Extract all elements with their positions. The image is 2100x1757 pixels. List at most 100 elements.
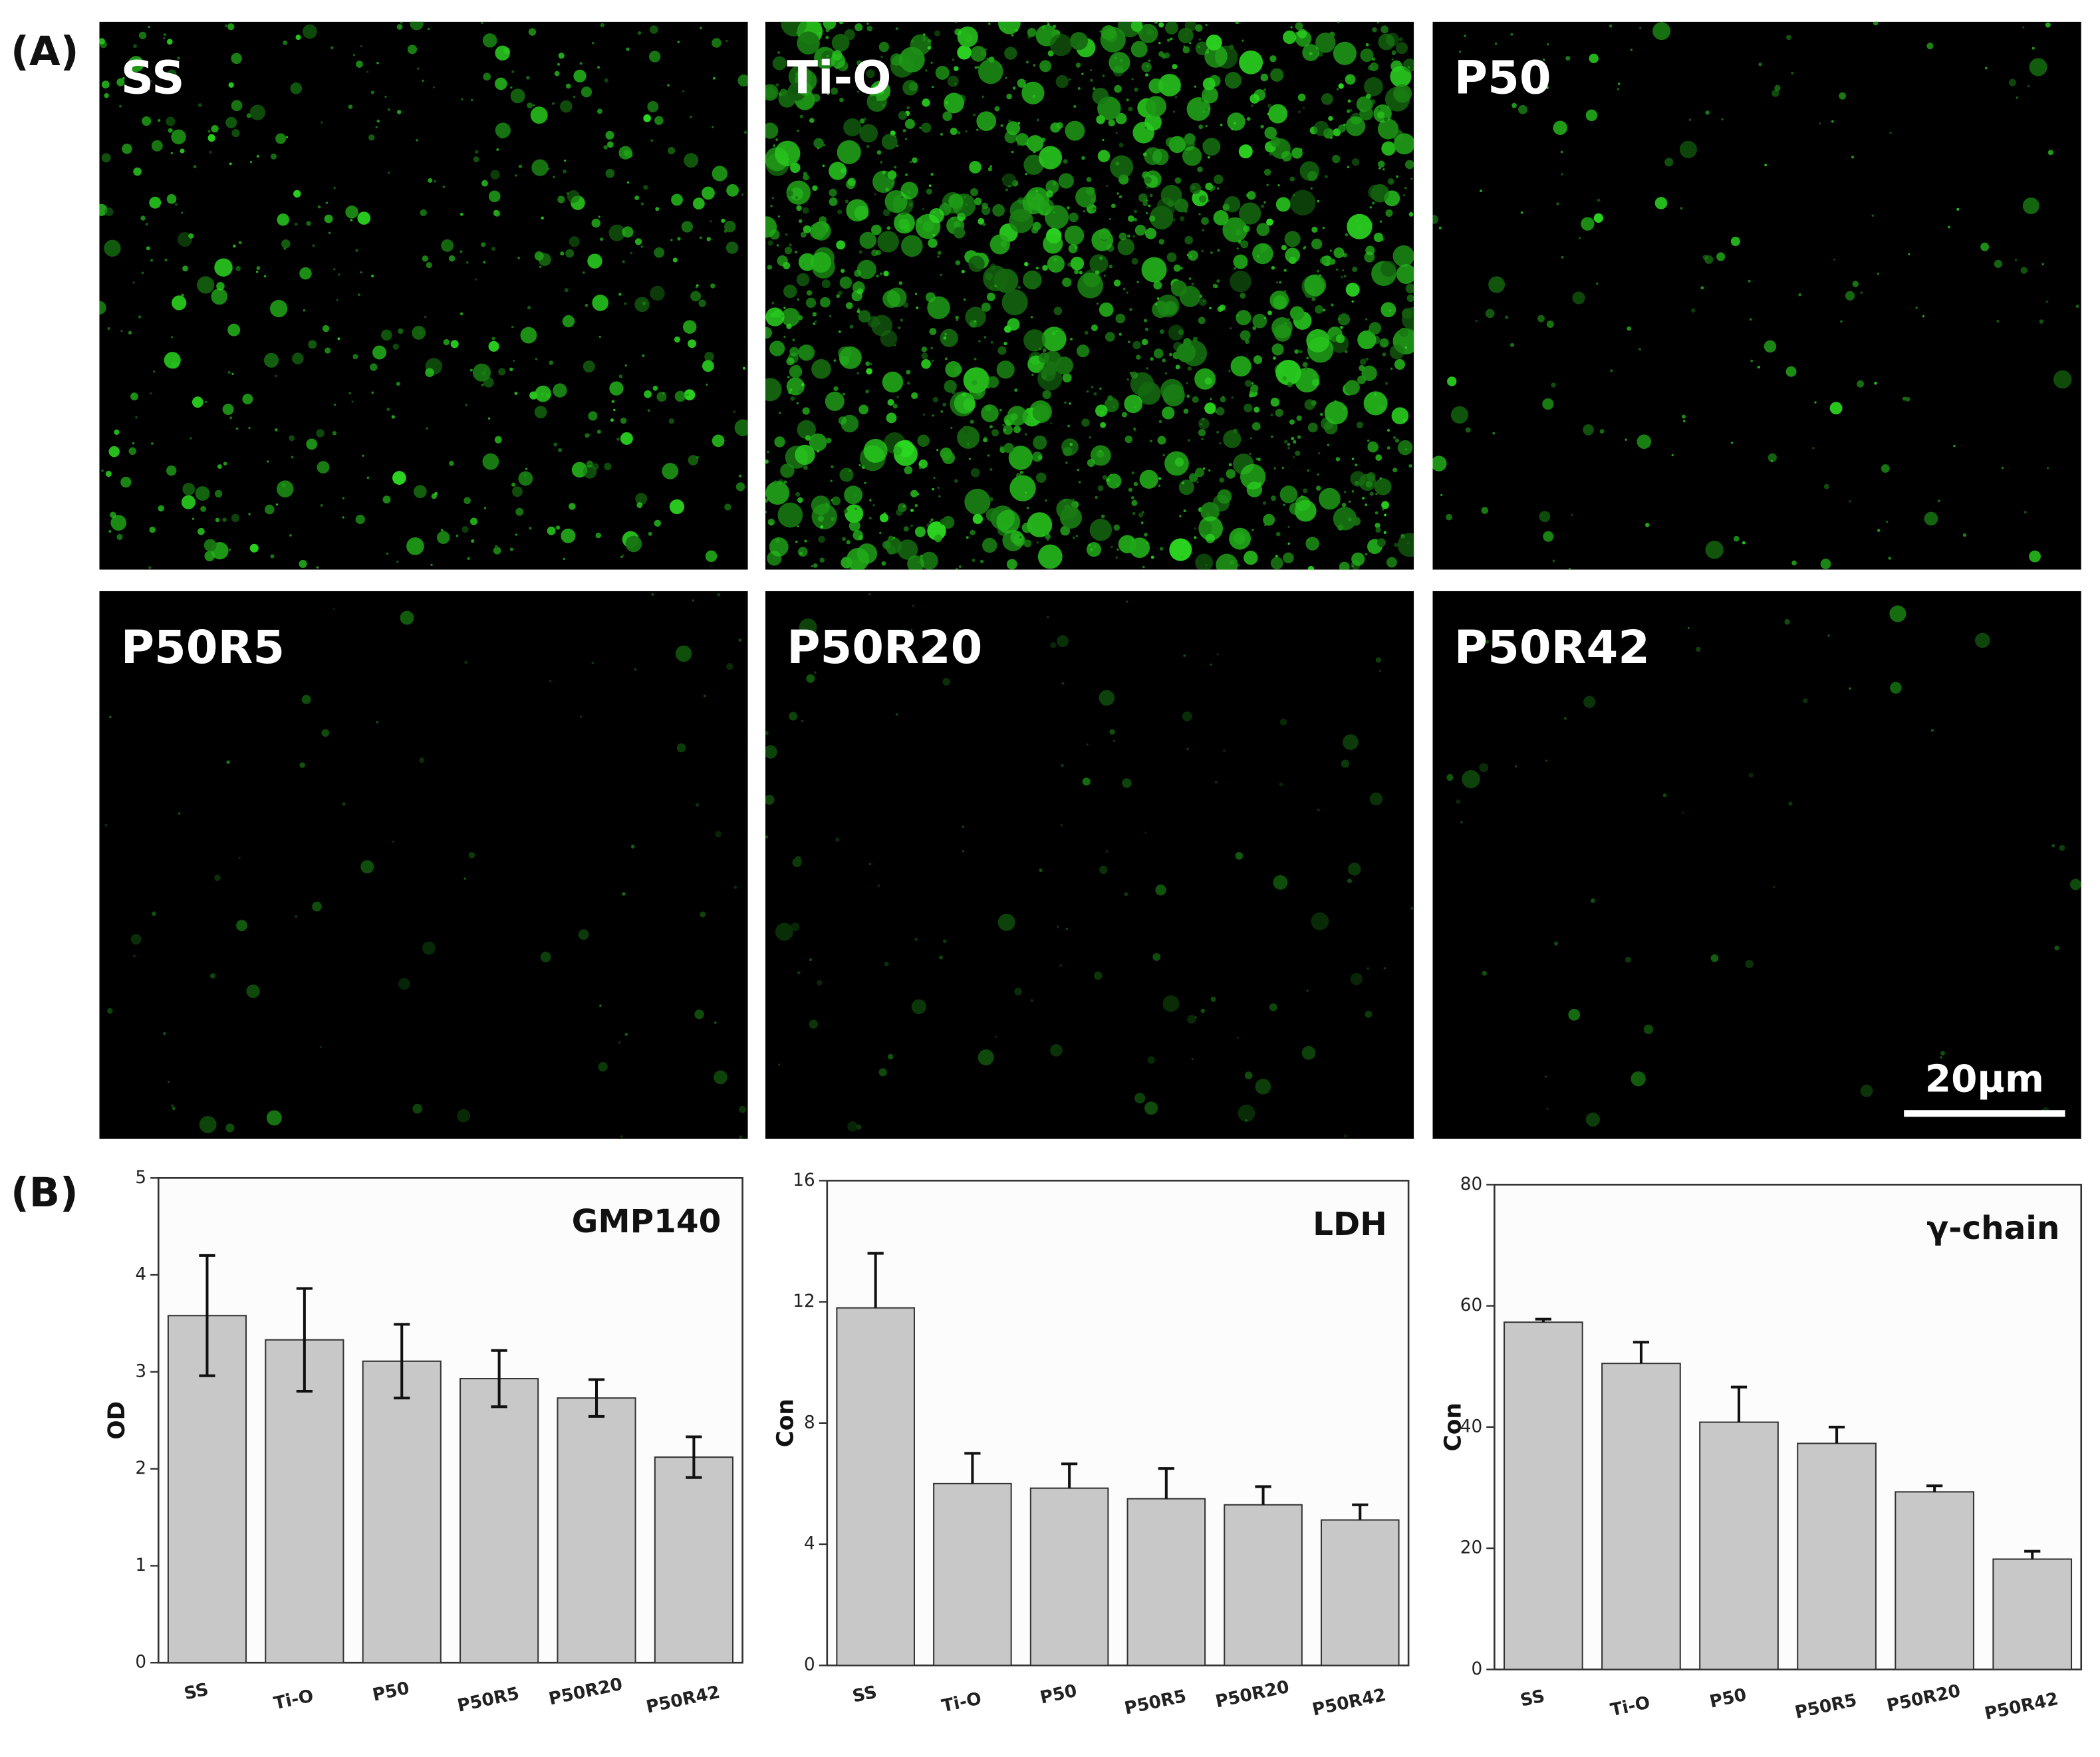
cell [1142, 565, 1145, 569]
cell [1146, 186, 1149, 189]
cell [195, 486, 210, 501]
cell [1040, 211, 1043, 213]
cell [1001, 178, 1004, 180]
cell [1295, 495, 1311, 511]
cell [765, 731, 769, 736]
cell [1021, 522, 1033, 533]
cell [1026, 408, 1029, 411]
cell [104, 823, 108, 827]
cell [620, 432, 633, 445]
cell [1331, 303, 1334, 307]
cell [837, 209, 843, 215]
cell [1546, 321, 1554, 328]
cell [1217, 489, 1232, 504]
cell [2020, 267, 2028, 274]
cell [622, 554, 624, 557]
error-bar [964, 1452, 981, 1484]
cell [1485, 640, 1490, 644]
cell [1302, 44, 1320, 61]
cell [804, 539, 807, 543]
cell [794, 251, 797, 254]
cell [625, 535, 642, 553]
cell [878, 322, 880, 325]
cell [929, 328, 937, 335]
cell [775, 922, 793, 941]
cell [1024, 491, 1027, 494]
cell [919, 561, 922, 563]
cell [881, 561, 886, 566]
cell [1270, 136, 1281, 147]
cell [1124, 394, 1143, 414]
cell [1377, 118, 1399, 140]
cell [1599, 429, 1605, 434]
cell [301, 694, 311, 704]
cell [864, 481, 866, 485]
panel-label: (B) [11, 1170, 78, 1216]
cell [443, 338, 450, 346]
cell [1083, 210, 1086, 213]
cell [984, 336, 987, 338]
cell [799, 618, 817, 636]
cell [942, 516, 955, 529]
cell [1081, 418, 1090, 427]
cell [303, 309, 306, 312]
cell [1355, 464, 1358, 467]
cell [1059, 506, 1082, 529]
cell [999, 408, 1002, 412]
cell [843, 509, 848, 513]
cell [1377, 21, 1380, 24]
cell [1216, 406, 1225, 416]
cell [1003, 28, 1006, 31]
cell [2029, 58, 2047, 76]
cell [149, 196, 162, 209]
cell [1391, 58, 1394, 61]
cell [1154, 160, 1157, 164]
cell [1149, 205, 1174, 230]
cell [101, 153, 111, 163]
cell [724, 503, 731, 511]
cell [1375, 454, 1382, 462]
cell [801, 383, 805, 386]
cell [769, 522, 773, 525]
cell [1128, 215, 1134, 222]
cell [1267, 311, 1272, 315]
cell [935, 65, 950, 80]
cell [291, 456, 294, 459]
cell [802, 407, 810, 415]
y-tick-label: 40 [1460, 1417, 1482, 1436]
cell [493, 209, 500, 217]
cell [1554, 941, 1559, 946]
cell [906, 370, 911, 374]
cell [283, 40, 287, 45]
cell [299, 267, 312, 280]
cell [970, 468, 980, 477]
cell [249, 104, 266, 120]
cell [1351, 517, 1361, 526]
cell [989, 126, 993, 129]
cell [1889, 605, 1906, 622]
cell [844, 485, 863, 505]
cell [1271, 343, 1284, 356]
cell [1006, 559, 1017, 570]
cell [1139, 470, 1158, 489]
cell [857, 307, 860, 311]
cell [1158, 239, 1164, 245]
cell [231, 53, 242, 65]
cell [835, 837, 840, 843]
cell [626, 47, 630, 51]
cell [1243, 225, 1250, 233]
cell [955, 260, 961, 265]
cell [805, 297, 817, 308]
cell [306, 438, 318, 450]
cell [227, 370, 231, 374]
cell [406, 537, 424, 555]
cell [765, 795, 775, 805]
cell [553, 176, 555, 179]
cell [1315, 485, 1321, 491]
cell [970, 420, 974, 424]
cell [231, 372, 234, 375]
cell [1369, 322, 1382, 335]
y-tick-label: 20 [1460, 1538, 1482, 1558]
cell [1915, 306, 1918, 309]
cell [1150, 555, 1154, 559]
